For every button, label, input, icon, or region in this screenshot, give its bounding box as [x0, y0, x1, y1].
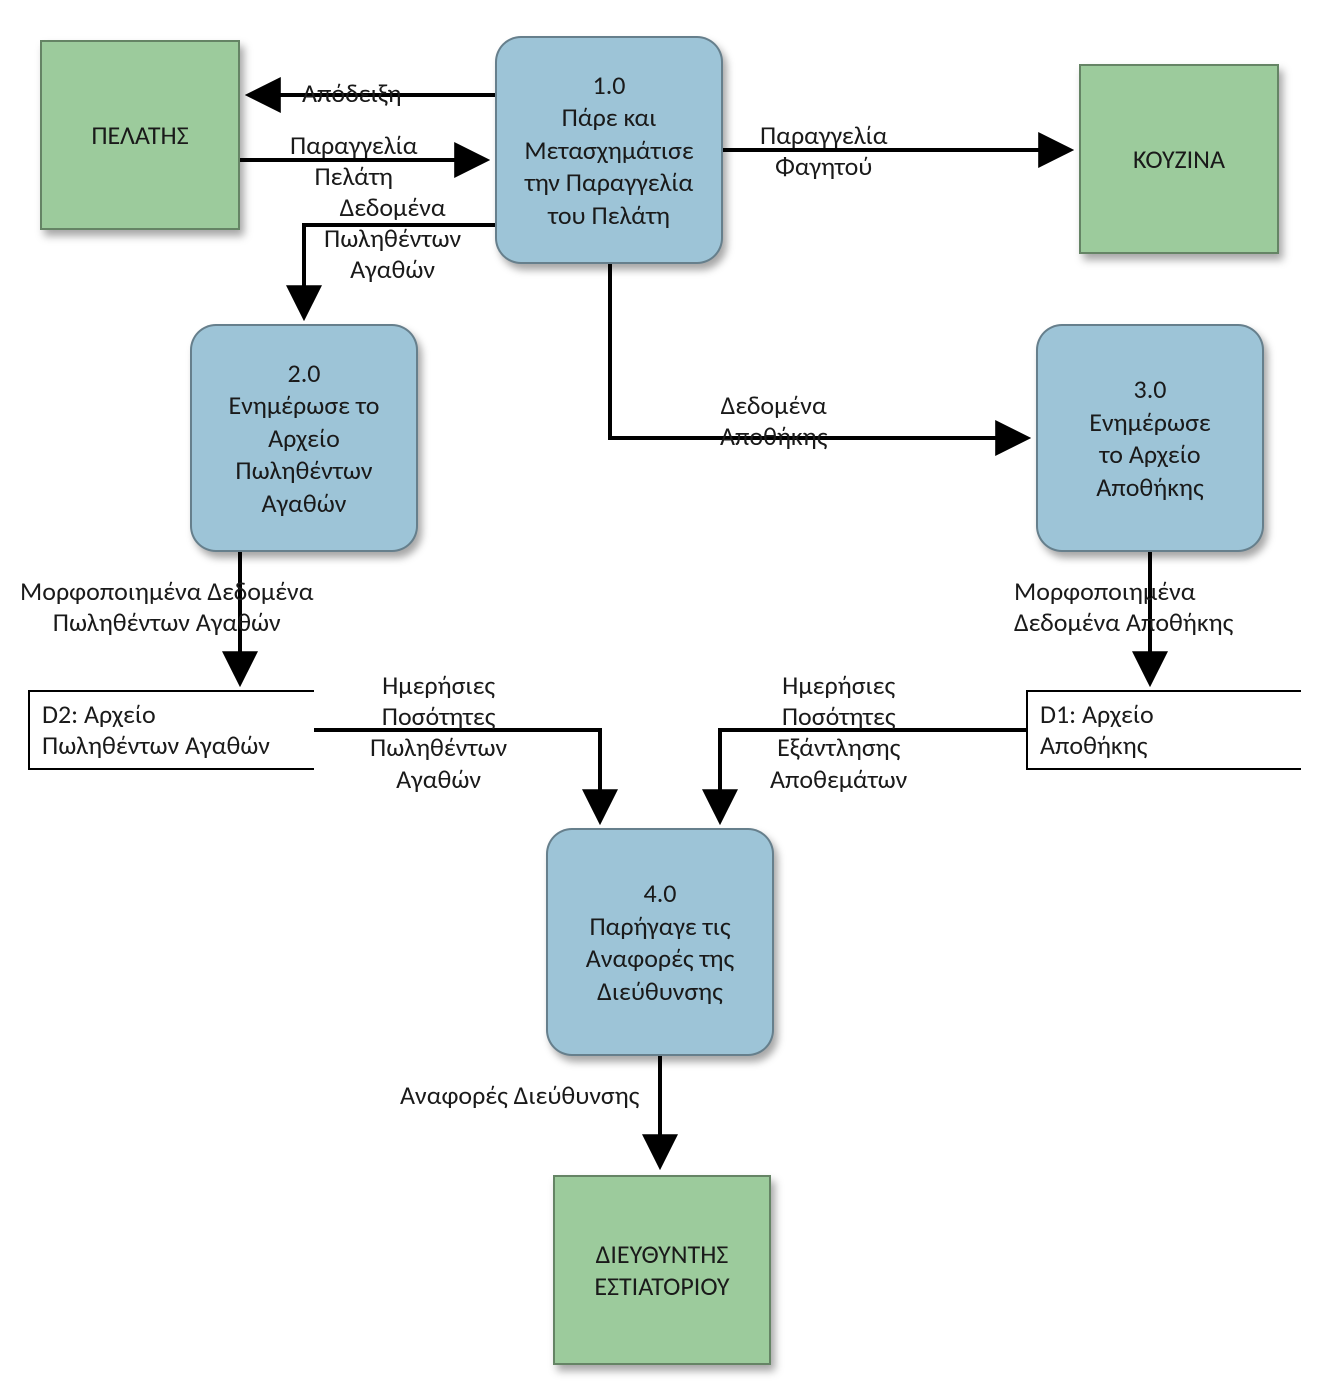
datastore-d2-label: D2: ΑρχείοΠωληθέντων Αγαθών — [42, 699, 270, 761]
process-2: 2.0Ενημέρωσε τοΑρχείοΠωληθέντωνΑγαθών — [190, 324, 418, 552]
datastore-d1-label: D1: ΑρχείοΑποθήκης — [1040, 699, 1154, 761]
label-fmt-inv: ΜορφοποιημέναΔεδομένα Αποθήκης — [1014, 576, 1233, 638]
label-inventory-data: ΔεδομέναΑποθήκης — [720, 390, 827, 452]
label-food-order: ΠαραγγελίαΦαγητού — [760, 120, 887, 182]
ext-kitchen: ΚΟΥΖΙΝΑ — [1079, 64, 1279, 254]
process-3: 3.0Ενημέρωσετο ΑρχείοΑποθήκης — [1036, 324, 1264, 552]
label-receipt: Απόδειξη — [302, 78, 401, 109]
ext-kitchen-label: ΚΟΥΖΙΝΑ — [1123, 137, 1235, 182]
label-daily-sold: ΗμερήσιεςΠοσότητεςΠωληθέντωνΑγαθών — [370, 670, 507, 795]
process-1-label: 1.0Πάρε καιΜετασχημάτισετην Παραγγελίατο… — [514, 63, 703, 238]
process-4-label: 4.0Παρήγαγε τιςΑναφορές τηςΔιεύθυνσης — [576, 871, 744, 1013]
label-mgmt-reports: Αναφορές Διεύθυνσης — [400, 1080, 639, 1111]
datastore-d2: D2: ΑρχείοΠωληθέντων Αγαθών — [28, 690, 314, 770]
process-2-label: 2.0Ενημέρωσε τοΑρχείοΠωληθέντωνΑγαθών — [219, 351, 390, 526]
label-daily-depl: ΗμερήσιεςΠοσότητεςΕξάντλησηςΑποθεμάτων — [770, 670, 907, 795]
label-fmt-sold: Μορφοποιημένα ΔεδομέναΠωληθέντων Αγαθών — [20, 576, 313, 638]
process-3-label: 3.0Ενημέρωσετο ΑρχείοΑποθήκης — [1079, 367, 1220, 509]
dfd-diagram: Απόδειξη ΠαραγγελίαΠελάτη ΠαραγγελίαΦαγη… — [0, 0, 1324, 1389]
label-sold-goods: ΔεδομέναΠωληθέντωνΑγαθών — [324, 192, 461, 286]
datastore-d1: D1: ΑρχείοΑποθήκης — [1026, 690, 1301, 770]
label-customer-order: ΠαραγγελίαΠελάτη — [290, 130, 417, 192]
ext-customer: ΠΕΛΑΤΗΣ — [40, 40, 240, 230]
ext-manager-label: ΔΙΕΥΘΥΝΤΗΣΕΣΤΙΑΤΟΡΙΟΥ — [584, 1232, 739, 1309]
process-1: 1.0Πάρε καιΜετασχημάτισετην Παραγγελίατο… — [495, 36, 723, 264]
ext-manager: ΔΙΕΥΘΥΝΤΗΣΕΣΤΙΑΤΟΡΙΟΥ — [553, 1175, 771, 1365]
process-4: 4.0Παρήγαγε τιςΑναφορές τηςΔιεύθυνσης — [546, 828, 774, 1056]
ext-customer-label: ΠΕΛΑΤΗΣ — [81, 113, 198, 158]
